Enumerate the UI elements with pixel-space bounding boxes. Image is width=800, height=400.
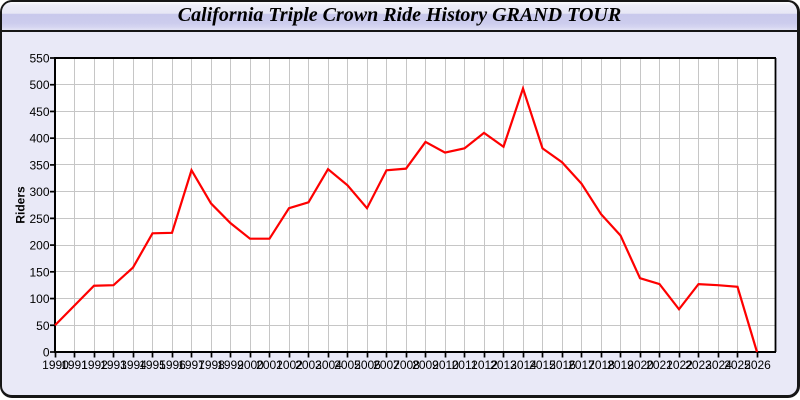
- svg-text:2019: 2019: [607, 358, 634, 372]
- svg-text:2022: 2022: [666, 358, 693, 372]
- svg-text:2004: 2004: [315, 358, 342, 372]
- svg-text:1990: 1990: [42, 358, 69, 372]
- svg-text:2014: 2014: [510, 358, 537, 372]
- svg-text:300: 300: [29, 185, 49, 199]
- svg-text:1991: 1991: [61, 358, 88, 372]
- svg-text:2017: 2017: [568, 358, 595, 372]
- svg-text:150: 150: [29, 265, 49, 279]
- svg-text:1997: 1997: [178, 358, 205, 372]
- svg-text:2026: 2026: [744, 358, 771, 372]
- svg-text:2008: 2008: [393, 358, 420, 372]
- svg-text:2020: 2020: [627, 358, 654, 372]
- svg-text:2024: 2024: [705, 358, 732, 372]
- svg-text:2000: 2000: [237, 358, 264, 372]
- svg-text:Riders: Riders: [14, 186, 28, 224]
- svg-text:2011: 2011: [452, 358, 478, 372]
- svg-text:2010: 2010: [432, 358, 459, 372]
- svg-text:550: 550: [29, 52, 49, 66]
- svg-text:2018: 2018: [588, 358, 615, 372]
- svg-text:2021: 2021: [646, 358, 673, 372]
- svg-text:2003: 2003: [295, 358, 322, 372]
- svg-text:2001: 2001: [256, 358, 283, 372]
- svg-text:2012: 2012: [471, 358, 498, 372]
- svg-text:350: 350: [29, 158, 49, 172]
- svg-text:1999: 1999: [217, 358, 244, 372]
- svg-text:2006: 2006: [354, 358, 381, 372]
- svg-text:200: 200: [29, 239, 49, 253]
- svg-text:2016: 2016: [549, 358, 576, 372]
- svg-text:400: 400: [29, 132, 49, 146]
- svg-text:100: 100: [29, 292, 49, 306]
- svg-text:1998: 1998: [198, 358, 225, 372]
- svg-text:2013: 2013: [490, 358, 517, 372]
- svg-text:250: 250: [29, 212, 49, 226]
- svg-text:1994: 1994: [120, 358, 147, 372]
- svg-text:1996: 1996: [159, 358, 186, 372]
- svg-text:1992: 1992: [81, 358, 108, 372]
- svg-text:2009: 2009: [412, 358, 439, 372]
- svg-text:450: 450: [29, 105, 49, 119]
- svg-text:2002: 2002: [276, 358, 303, 372]
- svg-text:2025: 2025: [724, 358, 751, 372]
- svg-text:1995: 1995: [139, 358, 166, 372]
- svg-text:50: 50: [36, 319, 50, 333]
- svg-text:500: 500: [29, 78, 49, 92]
- svg-text:2005: 2005: [334, 358, 361, 372]
- svg-text:0: 0: [43, 346, 50, 360]
- svg-text:2007: 2007: [373, 358, 400, 372]
- svg-text:2023: 2023: [685, 358, 712, 372]
- svg-text:2015: 2015: [529, 358, 556, 372]
- svg-text:1993: 1993: [100, 358, 127, 372]
